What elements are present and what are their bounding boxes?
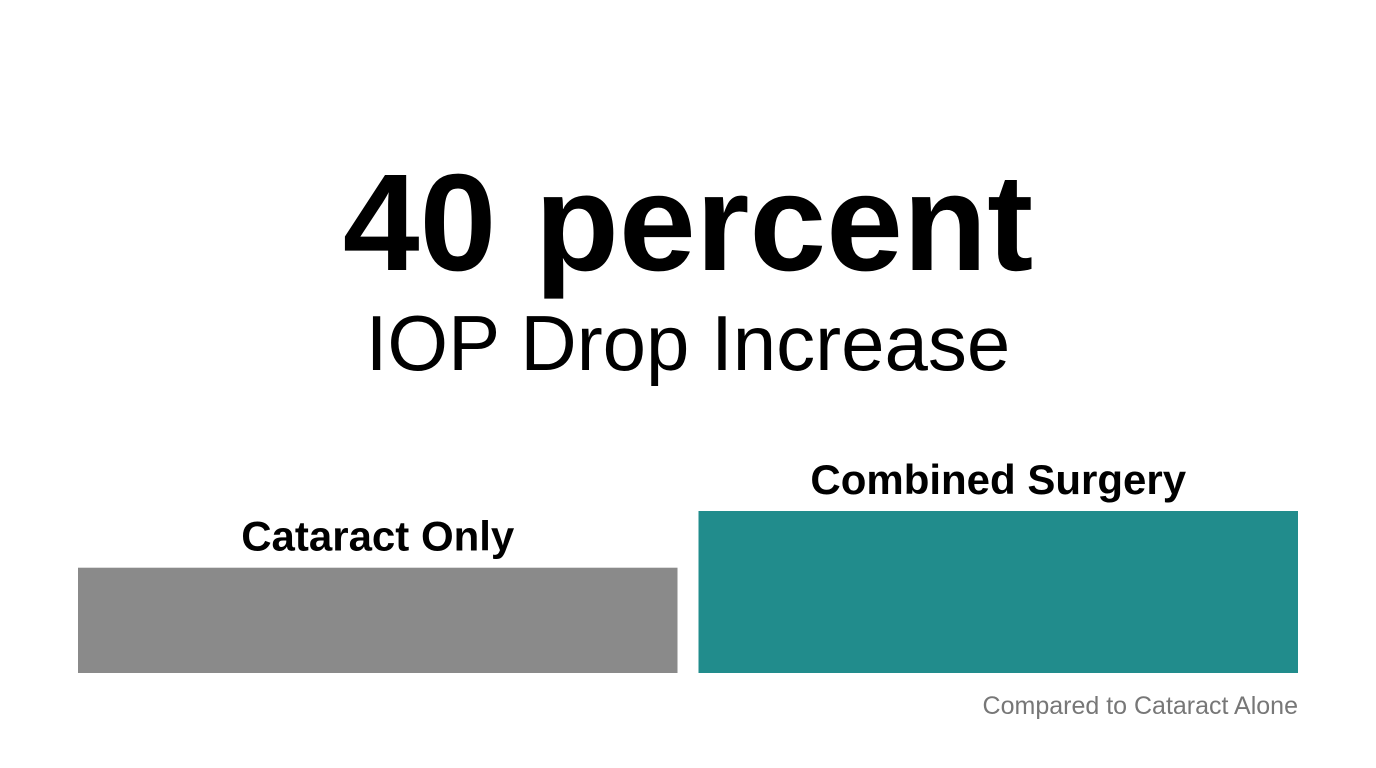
bar (698, 511, 1298, 673)
bar (78, 567, 678, 673)
category-label: Cataract Only (241, 513, 515, 560)
chart-subtitle: IOP Drop Increase (366, 299, 1011, 387)
annotation: Compared to Cataract Alone (983, 692, 1298, 720)
chart-title: 40 percent (343, 146, 1033, 300)
category-label: Combined Surgery (810, 456, 1186, 503)
